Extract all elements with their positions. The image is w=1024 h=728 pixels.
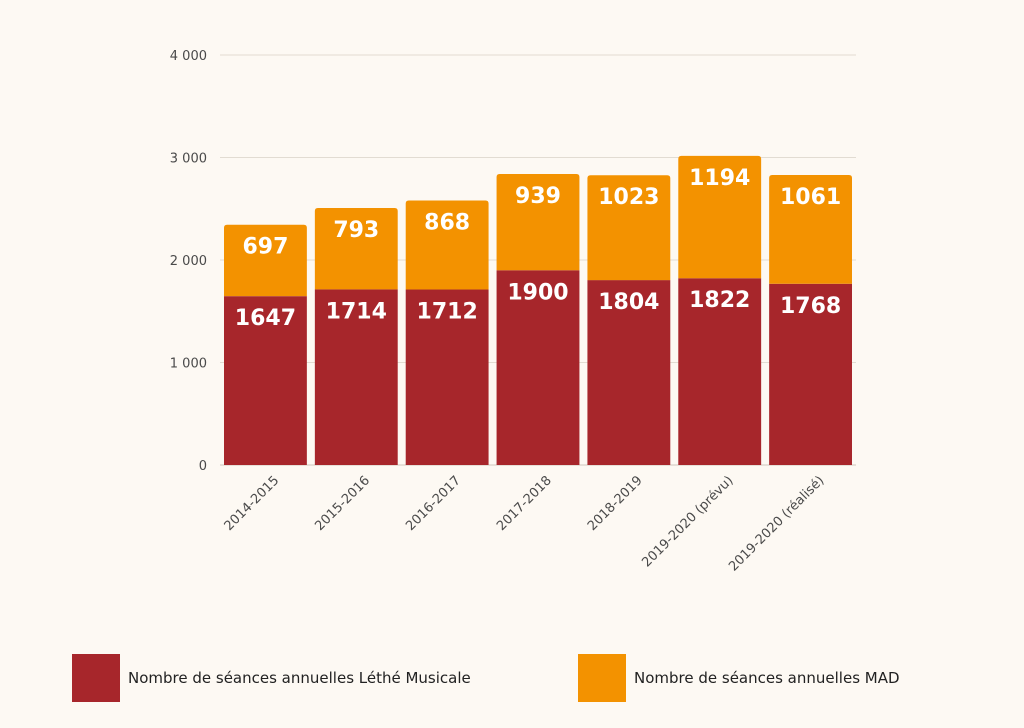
x-tick-label: 2016-2017 <box>403 473 464 534</box>
data-label-mad-2: 868 <box>424 211 470 236</box>
y-tick-label: 3 000 <box>170 152 207 167</box>
legend-label-mad: Nombre de séances annuelles MAD <box>634 669 900 687</box>
x-tick-label: 2015-2016 <box>312 473 373 534</box>
x-tick-label: 2019-2020 (réalisé) <box>726 473 827 574</box>
bar-lethe-3 <box>496 270 580 465</box>
y-tick-label: 0 <box>199 459 207 474</box>
bar-mad-5 <box>678 155 762 279</box>
data-label-mad-0: 697 <box>242 235 288 260</box>
data-label-mad-3: 939 <box>515 184 561 209</box>
data-label-mad-6: 1061 <box>780 185 841 210</box>
data-label-lethe-4: 1804 <box>598 290 659 315</box>
y-axis-ticks: 0 1 000 2 000 3 000 4 000 <box>170 49 207 474</box>
data-label-mad-1: 793 <box>333 218 379 243</box>
data-label-lethe-0: 1647 <box>235 306 296 331</box>
x-tick-label: 2018-2019 <box>585 473 646 534</box>
y-tick-label: 4 000 <box>170 49 207 64</box>
data-label-mad-4: 1023 <box>598 185 659 210</box>
y-tick-label: 1 000 <box>170 357 207 372</box>
x-tick-label: 2017-2018 <box>494 473 555 534</box>
bar-lethe-1 <box>314 289 398 465</box>
bar-lethe-0 <box>224 296 307 465</box>
x-axis-ticks: 2014-2015 2015-2016 2016-2017 2017-2018 2018… <box>222 473 828 574</box>
bar-lethe-4 <box>587 280 671 465</box>
bar-mad-3 <box>496 174 580 271</box>
legend-item-mad: Nombre de séances annuelles MAD <box>578 654 900 702</box>
legend-item-lethe: Nombre de séances annuelles Léthé Musica… <box>72 654 471 702</box>
legend-label-lethe: Nombre de séances annuelles Léthé Musica… <box>128 669 471 687</box>
bar-mad-2 <box>405 200 489 290</box>
data-label-lethe-2: 1712 <box>417 300 478 325</box>
data-label-lethe-3: 1900 <box>507 280 568 305</box>
bar-mad-0 <box>224 224 307 297</box>
bar-lethe-5 <box>678 278 762 465</box>
data-label-lethe-1: 1714 <box>326 299 387 324</box>
y-tick-label: 2 000 <box>170 254 207 269</box>
data-labels: 1647 697 1714 793 1712 868 1900 939 1804 1023 1822… <box>235 166 841 331</box>
legend-swatch-mad <box>578 654 626 702</box>
data-label-lethe-5: 1822 <box>689 288 750 313</box>
x-tick-label: 2019-2020 (prévu) <box>639 473 736 570</box>
bar-mad-6 <box>769 175 852 284</box>
x-tick-label: 2014-2015 <box>222 473 283 534</box>
data-label-mad-5: 1194 <box>689 166 750 191</box>
bars <box>224 155 852 465</box>
bar-lethe-2 <box>405 289 489 465</box>
bar-mad-1 <box>314 208 398 290</box>
data-label-lethe-6: 1768 <box>780 294 841 319</box>
bar-mad-4 <box>587 175 671 281</box>
bar-lethe-6 <box>769 283 852 465</box>
legend-swatch-lethe <box>72 654 120 702</box>
